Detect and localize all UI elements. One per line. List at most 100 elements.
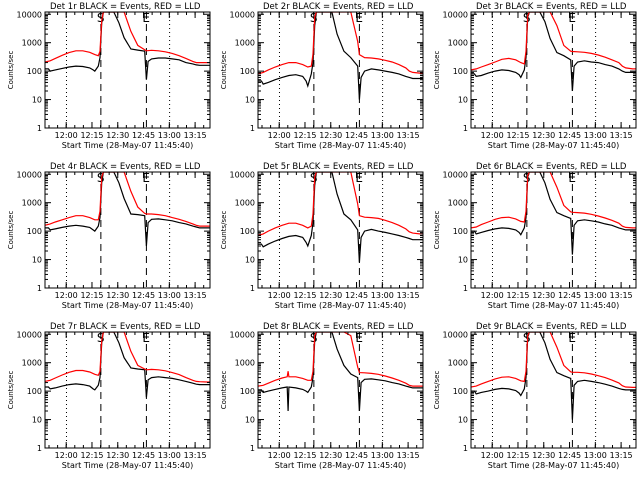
- x-tick-label: 12:15: [293, 291, 316, 300]
- x-tick-label: 12:45: [345, 291, 368, 300]
- end-marker: E: [142, 171, 150, 185]
- x-tick-label: 13:15: [610, 451, 633, 460]
- x-tick-label: 12:00: [481, 451, 504, 460]
- y-tick-label: 10: [245, 96, 255, 105]
- end-marker: E: [355, 331, 363, 345]
- x-tick-label: 12:00: [55, 131, 78, 140]
- x-tick-label: 13:00: [158, 451, 181, 460]
- start-marker: S: [523, 11, 531, 25]
- lld-series-line: [471, 172, 636, 229]
- y-tick-label: 10: [32, 416, 42, 425]
- x-tick-label: 12:15: [506, 131, 529, 140]
- lld-series-line: [258, 332, 423, 387]
- x-tick-label: 13:00: [371, 291, 394, 300]
- y-tick-label: 10: [458, 416, 468, 425]
- x-tick-label: 12:00: [55, 451, 78, 460]
- x-tick-label: 13:00: [584, 291, 607, 300]
- x-tick-label: 12:15: [506, 451, 529, 460]
- y-tick-label: 100: [240, 387, 255, 396]
- y-tick-label: 10000: [230, 330, 255, 339]
- lld-series-line: [471, 12, 636, 71]
- y-tick-label: 1000: [22, 39, 42, 48]
- y-tick-label: 1: [37, 284, 42, 293]
- panel-title: Det 2r BLACK = Events, RED = LLD: [263, 2, 414, 12]
- panel-title: Det 6r BLACK = Events, RED = LLD: [476, 162, 627, 172]
- lld-series-line: [45, 12, 210, 64]
- y-tick-label: 10000: [17, 10, 42, 19]
- x-axis-label: Start Time (28-May-07 11:45:40): [275, 301, 406, 310]
- plot-frame: [470, 11, 637, 129]
- y-tick-label: 10000: [443, 170, 468, 179]
- y-tick-label: 10000: [230, 170, 255, 179]
- x-axis-label: Start Time (28-May-07 11:45:40): [62, 141, 193, 150]
- plot-frame: [257, 171, 424, 289]
- start-marker: S: [310, 331, 318, 345]
- x-tick-label: 13:15: [184, 451, 207, 460]
- x-tick-label: 12:45: [558, 291, 581, 300]
- start-marker: S: [97, 171, 105, 185]
- x-tick-label: 12:30: [319, 131, 342, 140]
- start-marker: S: [97, 11, 105, 25]
- x-tick-label: 13:15: [610, 291, 633, 300]
- y-tick-label: 10: [245, 416, 255, 425]
- y-tick-label: 100: [27, 387, 42, 396]
- y-tick-label: 100: [453, 227, 468, 236]
- x-tick-label: 13:15: [610, 131, 633, 140]
- x-tick-label: 12:00: [268, 291, 291, 300]
- x-tick-label: 12:45: [345, 451, 368, 460]
- x-tick-label: 12:45: [558, 451, 581, 460]
- x-tick-label: 12:15: [293, 451, 316, 460]
- y-tick-label: 100: [27, 227, 42, 236]
- start-marker: S: [523, 331, 531, 345]
- lld-series-line: [45, 332, 210, 383]
- x-tick-label: 12:45: [132, 131, 155, 140]
- x-tick-label: 13:00: [158, 131, 181, 140]
- x-tick-label: 12:15: [506, 291, 529, 300]
- events-series-line: [471, 12, 636, 92]
- panel-title: Det 4r BLACK = Events, RED = LLD: [50, 162, 201, 172]
- events-series-line: [45, 12, 210, 80]
- end-marker: E: [568, 11, 576, 25]
- x-tick-label: 12:00: [268, 451, 291, 460]
- x-tick-label: 13:00: [371, 451, 394, 460]
- x-tick-label: 12:15: [80, 131, 103, 140]
- plot-frame: [257, 331, 424, 449]
- start-marker: S: [310, 11, 318, 25]
- y-axis-label: Counts/sec: [7, 371, 15, 410]
- x-tick-label: 13:15: [397, 131, 420, 140]
- end-marker: E: [355, 11, 363, 25]
- x-tick-label: 13:00: [371, 131, 394, 140]
- x-tick-label: 12:45: [345, 131, 368, 140]
- start-marker: S: [310, 171, 318, 185]
- y-tick-label: 1: [250, 444, 255, 453]
- lld-series-line: [471, 332, 636, 388]
- lld-series-line: [45, 172, 210, 227]
- x-tick-label: 12:15: [80, 451, 103, 460]
- y-tick-label: 1: [463, 124, 468, 133]
- end-marker: E: [355, 171, 363, 185]
- x-tick-label: 12:30: [106, 291, 129, 300]
- start-marker: S: [523, 171, 531, 185]
- y-tick-label: 1000: [22, 199, 42, 208]
- panel-title: Det 3r BLACK = Events, RED = LLD: [476, 2, 627, 12]
- end-marker: E: [142, 331, 150, 345]
- events-series-line: [258, 332, 423, 412]
- y-tick-label: 1: [37, 444, 42, 453]
- y-tick-label: 1000: [235, 359, 255, 368]
- x-tick-label: 12:30: [106, 451, 129, 460]
- plot-frame: [44, 171, 211, 289]
- y-tick-label: 10: [32, 256, 42, 265]
- y-tick-label: 1: [37, 124, 42, 133]
- x-tick-label: 12:00: [55, 291, 78, 300]
- y-tick-label: 1000: [448, 359, 468, 368]
- x-tick-label: 12:00: [481, 291, 504, 300]
- x-tick-label: 12:30: [319, 451, 342, 460]
- y-tick-label: 10000: [17, 330, 42, 339]
